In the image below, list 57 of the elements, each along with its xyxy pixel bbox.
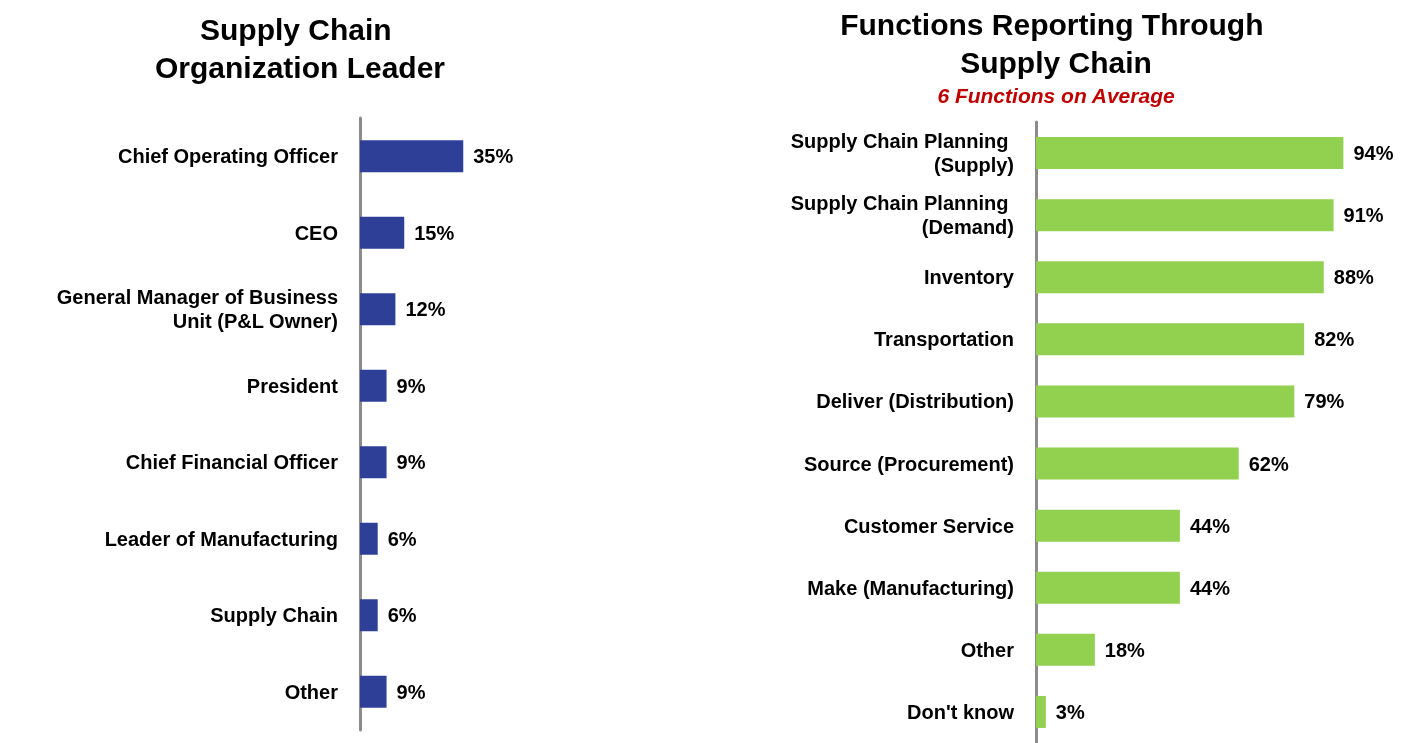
y-tick-label: President <box>246 374 339 397</box>
bar <box>360 369 387 402</box>
y-tick-label: Supply Chain <box>210 604 338 627</box>
y-tick-label: Transportation <box>873 328 1014 351</box>
y-tick-label: Don't know <box>907 700 1015 723</box>
bar <box>1036 199 1334 232</box>
y-tick-label: Chief Operating Officer <box>117 145 339 168</box>
data-label: 6% <box>387 604 417 627</box>
bar <box>1036 633 1095 666</box>
y-tick-label: Chief Financial Officer <box>125 451 339 474</box>
data-label: 9% <box>396 451 426 474</box>
data-label: 9% <box>396 374 426 397</box>
bar <box>1036 509 1180 542</box>
bar <box>1036 447 1239 480</box>
bar <box>1036 261 1324 294</box>
data-label: 12% <box>405 298 446 321</box>
chart-subtitle: 6 Functions on Average <box>937 84 1175 107</box>
data-label: 44% <box>1189 576 1231 599</box>
y-tick-label: Supply Chain Planning (Supply) <box>790 130 1014 177</box>
y-tick-label: Source (Procurement) <box>803 452 1014 475</box>
data-label: 15% <box>414 221 455 244</box>
y-tick-label: General Manager of Business Unit (P&L Owner) <box>56 286 338 333</box>
bar <box>360 216 405 249</box>
chart-title: Supply Chain Organization Leader <box>154 12 446 84</box>
y-tick-label: Supply Chain Planning (Demand) <box>790 192 1014 239</box>
data-label: 18% <box>1104 638 1146 661</box>
data-label: 9% <box>396 680 426 703</box>
y-tick-label: Deliver (Distribution) <box>816 390 1014 413</box>
y-tick-label: Make (Manufacturing) <box>807 576 1014 599</box>
y-tick-label: CEO <box>294 221 338 244</box>
bar <box>1036 323 1305 356</box>
data-label: 62% <box>1248 452 1289 475</box>
bar <box>360 599 378 632</box>
data-label: 82% <box>1314 328 1355 351</box>
bar <box>1036 385 1295 418</box>
y-tick-label: Leader of Manufacturing <box>104 527 338 550</box>
y-tick-label: Other <box>960 638 1015 661</box>
bar <box>360 522 378 555</box>
data-label: 3% <box>1055 700 1085 723</box>
bar <box>1036 137 1344 170</box>
bar <box>1036 571 1180 604</box>
bar <box>360 675 387 708</box>
y-tick-label: Inventory <box>923 266 1015 289</box>
bar <box>1036 695 1046 728</box>
data-label: 91% <box>1343 204 1384 227</box>
bar <box>360 446 387 479</box>
y-tick-label: Customer Service <box>843 514 1014 537</box>
y-tick-label: Other <box>284 680 339 703</box>
data-label: 94% <box>1353 142 1394 165</box>
chart-title: Functions Reporting Through Supply Chain <box>840 7 1272 79</box>
data-label: 79% <box>1304 390 1345 413</box>
bar <box>360 140 464 173</box>
data-label: 88% <box>1333 266 1375 289</box>
data-label: 44% <box>1189 514 1231 537</box>
data-label: 35% <box>473 145 514 168</box>
data-label: 6% <box>387 527 417 550</box>
bar <box>360 293 396 326</box>
